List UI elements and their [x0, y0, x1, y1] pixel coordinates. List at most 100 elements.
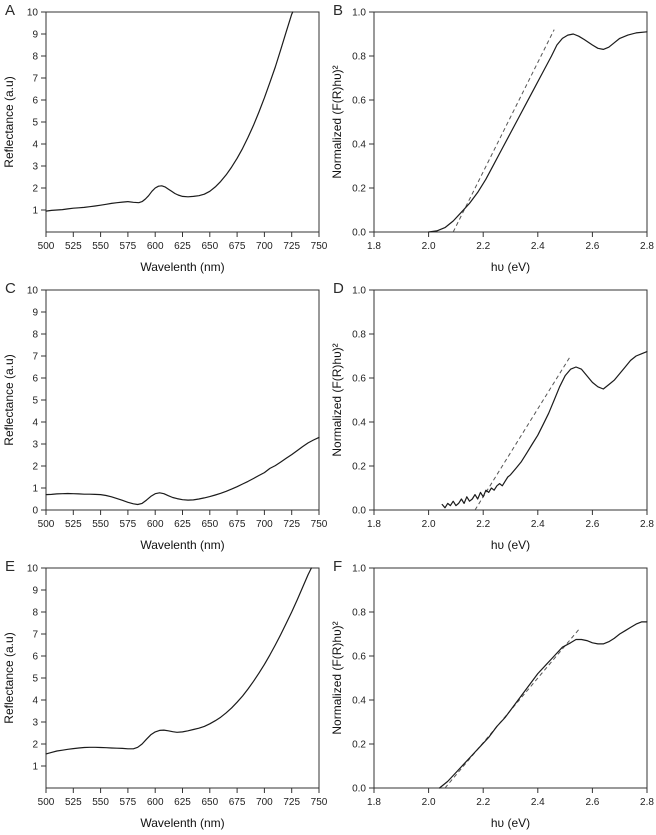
panel-d-label: D — [333, 280, 344, 297]
svg-text:10: 10 — [27, 564, 39, 575]
svg-text:1.8: 1.8 — [367, 797, 381, 808]
svg-text:Reflectance (a.u): Reflectance (a.u) — [2, 632, 16, 723]
svg-text:10: 10 — [27, 8, 39, 19]
svg-text:3: 3 — [32, 162, 38, 173]
svg-text:0.0: 0.0 — [352, 228, 366, 239]
svg-text:0: 0 — [32, 506, 38, 517]
svg-text:2.8: 2.8 — [640, 797, 654, 808]
svg-text:725: 725 — [283, 241, 300, 252]
reflectance-chart-c: 500 525 550 575 600 625 650 675 700 725 750 0 1 2 3 4 5 6… — [2, 286, 328, 553]
svg-text:4: 4 — [32, 418, 38, 429]
svg-text:7: 7 — [32, 352, 38, 363]
svg-text:8: 8 — [32, 330, 38, 341]
tauc-chart-b: 1.8 2.0 2.2 2.4 2.6 2.8 0.0 0.2 0.4 0.6 0.8 1.0 hυ (… — [330, 8, 654, 275]
svg-text:600: 600 — [147, 519, 164, 530]
svg-text:7: 7 — [32, 630, 38, 641]
svg-text:0.8: 0.8 — [352, 52, 366, 63]
svg-text:500: 500 — [38, 519, 55, 530]
panel-d: D 1.8 2.0 2.2 2.4 2.6 2.8 0.0 0.2 0.4 0.6 0.8 1.0 hυ… — [328, 278, 656, 556]
svg-text:Normalized (F(R)hυ)²: Normalized (F(R)hυ)² — [330, 621, 344, 734]
svg-text:650: 650 — [201, 797, 218, 808]
svg-text:1.8: 1.8 — [367, 519, 381, 530]
panel-f-label: F — [333, 558, 343, 575]
svg-text:4: 4 — [32, 140, 38, 151]
svg-text:625: 625 — [174, 797, 191, 808]
svg-text:2.2: 2.2 — [476, 241, 490, 252]
svg-text:675: 675 — [229, 519, 246, 530]
svg-text:2: 2 — [32, 462, 38, 473]
svg-text:2: 2 — [32, 184, 38, 195]
svg-text:0.8: 0.8 — [352, 330, 366, 341]
svg-text:0.6: 0.6 — [352, 374, 366, 385]
panel-b-label: B — [333, 2, 344, 19]
svg-text:0.8: 0.8 — [352, 608, 366, 619]
svg-text:625: 625 — [174, 519, 191, 530]
svg-text:550: 550 — [92, 797, 109, 808]
svg-text:Reflectance (a.u): Reflectance (a.u) — [2, 76, 16, 167]
svg-text:9: 9 — [32, 308, 38, 319]
svg-text:0.4: 0.4 — [352, 696, 366, 707]
svg-text:2.8: 2.8 — [640, 241, 654, 252]
svg-text:525: 525 — [65, 241, 82, 252]
panel-a-label: A — [5, 2, 16, 19]
svg-text:0.0: 0.0 — [352, 506, 366, 517]
svg-text:9: 9 — [32, 30, 38, 41]
svg-text:2.6: 2.6 — [585, 519, 599, 530]
svg-text:650: 650 — [201, 241, 218, 252]
svg-text:Reflectance (a.u): Reflectance (a.u) — [2, 354, 16, 445]
reflectance-chart-e: 500 525 550 575 600 625 650 675 700 725 750 1 2 3 4 5 6 7… — [2, 564, 328, 831]
svg-text:0.4: 0.4 — [352, 418, 366, 429]
svg-text:500: 500 — [38, 241, 55, 252]
svg-text:1: 1 — [32, 762, 38, 773]
svg-text:3: 3 — [32, 440, 38, 451]
svg-text:675: 675 — [229, 241, 246, 252]
svg-text:500: 500 — [38, 797, 55, 808]
svg-text:7: 7 — [32, 74, 38, 85]
svg-text:625: 625 — [174, 241, 191, 252]
svg-text:2.2: 2.2 — [476, 519, 490, 530]
svg-text:550: 550 — [92, 519, 109, 530]
svg-text:hυ (eV): hυ (eV) — [491, 816, 530, 830]
svg-text:600: 600 — [147, 241, 164, 252]
svg-text:6: 6 — [32, 374, 38, 385]
svg-text:2.4: 2.4 — [531, 797, 545, 808]
svg-text:2.0: 2.0 — [422, 519, 436, 530]
svg-text:2: 2 — [32, 740, 38, 751]
svg-text:0.6: 0.6 — [352, 96, 366, 107]
svg-text:5: 5 — [32, 118, 38, 129]
reflectance-chart-a: 500 525 550 575 600 625 650 675 700 725 750 1 2 3 4 5 6 7… — [2, 8, 328, 275]
svg-text:Wavelenth (nm): Wavelenth (nm) — [140, 538, 224, 552]
svg-text:5: 5 — [32, 396, 38, 407]
panel-b: B 1.8 2.0 2.2 2.4 2.6 2.8 0.0 0.2 0.4 0.6 0.8 1.0 hυ… — [328, 0, 656, 278]
svg-text:700: 700 — [256, 797, 273, 808]
svg-text:0.6: 0.6 — [352, 652, 366, 663]
svg-text:1.0: 1.0 — [352, 286, 366, 297]
svg-text:9: 9 — [32, 586, 38, 597]
svg-text:3: 3 — [32, 718, 38, 729]
svg-text:hυ (eV): hυ (eV) — [491, 538, 530, 552]
svg-text:0.2: 0.2 — [352, 184, 366, 195]
svg-text:525: 525 — [65, 797, 82, 808]
svg-text:4: 4 — [32, 696, 38, 707]
svg-text:0.2: 0.2 — [352, 740, 366, 751]
svg-text:1.0: 1.0 — [352, 8, 366, 19]
svg-text:1.8: 1.8 — [367, 241, 381, 252]
svg-text:675: 675 — [229, 797, 246, 808]
panel-e: E 500 525 550 575 600 625 650 675 700 725 750 1 2 3 4 5… — [0, 556, 328, 835]
panel-a: A 500 525 550 575 600 625 650 675 700 725 750 1 2 3 4 5… — [0, 0, 328, 278]
svg-text:0.0: 0.0 — [352, 784, 366, 795]
svg-text:8: 8 — [32, 608, 38, 619]
svg-text:5: 5 — [32, 674, 38, 685]
svg-text:6: 6 — [32, 96, 38, 107]
svg-text:Wavelenth (nm): Wavelenth (nm) — [140, 816, 224, 830]
svg-text:2.0: 2.0 — [422, 797, 436, 808]
panel-c: C 500 525 550 575 600 625 650 675 700 725 750 0 1 2 3 4… — [0, 278, 328, 556]
svg-text:0.2: 0.2 — [352, 462, 366, 473]
svg-text:2.4: 2.4 — [531, 241, 545, 252]
svg-text:8: 8 — [32, 52, 38, 63]
panel-f: F 1.8 2.0 2.2 2.4 2.6 2.8 0.0 0.2 0.4 0.6 0.8 1.0 hυ… — [328, 556, 656, 835]
svg-text:0.4: 0.4 — [352, 140, 366, 151]
panel-c-label: C — [5, 280, 16, 297]
svg-text:750: 750 — [311, 519, 328, 530]
